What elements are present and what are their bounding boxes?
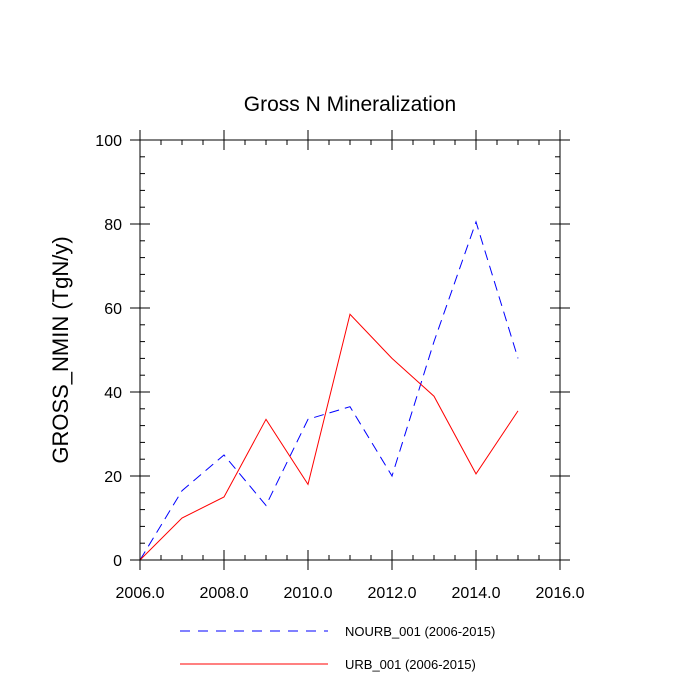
- axis-ticks: [130, 130, 570, 570]
- legend-label: NOURB_001 (2006-2015): [345, 624, 495, 639]
- x-tick-label: 2014.0: [452, 585, 501, 602]
- chart-title: Gross N Mineralization: [244, 93, 456, 116]
- x-tick-label: 2006.0: [116, 585, 165, 602]
- y-tick-label: 100: [95, 133, 122, 150]
- y-tick-label: 80: [104, 217, 122, 234]
- x-tick-labels: 2006.0 2008.0 2010.0 2012.0 2014.0 2016.0: [116, 585, 585, 602]
- legend-label: URB_001 (2006-2015): [345, 657, 476, 672]
- series-lines: [139, 220, 519, 561]
- x-tick-label: 2008.0: [200, 585, 249, 602]
- y-axis-label: GROSS_NMIN (TgN/y): [48, 236, 73, 463]
- x-tick-label: 2010.0: [284, 585, 333, 602]
- series-line-nourb_001: [139, 220, 519, 561]
- y-tick-label: 40: [104, 385, 122, 402]
- series-line-urb_001: [139, 313, 519, 561]
- y-tick-labels: 0 20 40 60 80 100: [95, 133, 122, 570]
- y-tick-label: 0: [113, 553, 122, 570]
- plot-frame: [139, 139, 561, 561]
- y-tick-label: 60: [104, 301, 122, 318]
- y-tick-label: 20: [104, 469, 122, 486]
- x-tick-label: 2016.0: [536, 585, 585, 602]
- legend: NOURB_001 (2006-2015) URB_001 (2006-2015): [180, 624, 495, 672]
- x-tick-label: 2012.0: [368, 585, 417, 602]
